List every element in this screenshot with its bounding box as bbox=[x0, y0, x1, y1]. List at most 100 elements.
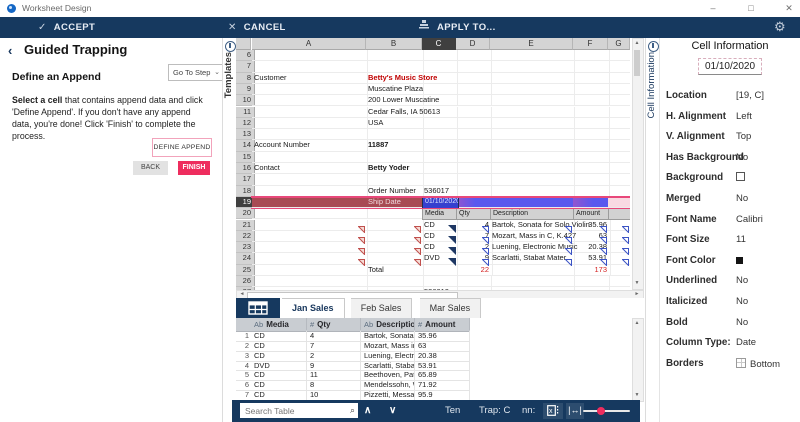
sheet-cell-C21[interactable]: CD bbox=[422, 219, 458, 231]
row-header-23[interactable]: 23 bbox=[236, 242, 255, 254]
row-header-10[interactable]: 10 bbox=[236, 95, 255, 107]
column-header-D[interactable]: D bbox=[456, 38, 490, 50]
sheet-cell-F10[interactable] bbox=[573, 95, 610, 107]
sheet-cell-E13[interactable] bbox=[490, 129, 575, 141]
sheet-cell-A23[interactable] bbox=[252, 242, 368, 254]
go-to-step-dropdown[interactable]: Go To Step ⌄ bbox=[168, 64, 224, 81]
column-header-F[interactable]: F bbox=[573, 38, 608, 50]
sheet-cell-D15[interactable] bbox=[456, 151, 492, 163]
sheet-cell-E10[interactable] bbox=[490, 95, 575, 107]
row-header-12[interactable]: 12 bbox=[236, 117, 255, 130]
sheet-cell-B9[interactable]: Muscatine Plaza bbox=[366, 83, 424, 96]
sheet-cell-C22[interactable]: CD bbox=[422, 230, 458, 243]
column-header-C[interactable]: C bbox=[422, 38, 456, 50]
sheet-cell-A26[interactable] bbox=[252, 276, 368, 288]
sheet-cell-A16[interactable]: Contact bbox=[252, 163, 368, 175]
pin-icon[interactable] bbox=[225, 41, 236, 52]
sheet-cell-C17[interactable] bbox=[422, 174, 458, 186]
sheet-cell-E26[interactable] bbox=[490, 276, 575, 288]
sheet-cell-G26[interactable] bbox=[608, 276, 630, 288]
scroll-right-icon[interactable]: ► bbox=[634, 291, 640, 297]
column-header-B[interactable]: B bbox=[366, 38, 422, 50]
cancel-button[interactable]: ✕ CANCEL bbox=[228, 22, 286, 33]
table-cell[interactable]: 4 bbox=[307, 331, 361, 342]
table-cell[interactable]: Beethoven, Pathe... bbox=[361, 370, 415, 382]
row-header-13[interactable]: 13 bbox=[236, 129, 255, 141]
sheet-cell-E23[interactable]: Luening, Electronic Music bbox=[490, 242, 577, 254]
column-header-E[interactable]: E bbox=[490, 38, 573, 50]
sheet-cell-D7[interactable] bbox=[456, 61, 492, 73]
sheet-cell-D18[interactable] bbox=[456, 185, 492, 197]
scroll-left-icon[interactable]: ◄ bbox=[239, 291, 245, 297]
sheet-cell-F6[interactable] bbox=[573, 50, 610, 62]
scroll-thumb[interactable] bbox=[634, 50, 640, 76]
define-append-button[interactable]: DEFINE APPEND bbox=[152, 138, 212, 157]
sheet-cell-G24[interactable] bbox=[608, 253, 630, 265]
sheet-cell-C9[interactable] bbox=[422, 83, 458, 96]
sheet-cell-F8[interactable] bbox=[573, 72, 610, 84]
sheet-cell-G16[interactable] bbox=[608, 163, 630, 175]
sheet-cell-B16[interactable]: Betty Yoder bbox=[366, 163, 424, 175]
maximize-button[interactable]: □ bbox=[748, 3, 754, 13]
sheet-cell-D19[interactable] bbox=[456, 196, 492, 209]
sheet-cell-A6[interactable] bbox=[252, 50, 368, 62]
sheet-cell-B13[interactable] bbox=[366, 129, 424, 141]
sheet-cell-G6[interactable] bbox=[608, 50, 630, 62]
sheet-cell-D14[interactable] bbox=[456, 140, 492, 152]
sheet-cell-F23[interactable]: 20.38 bbox=[573, 242, 611, 254]
sheet-cell-F27[interactable] bbox=[573, 287, 610, 290]
sheet-cell-F11[interactable] bbox=[573, 106, 610, 118]
sheet-cell-C10[interactable] bbox=[422, 95, 458, 107]
sheet-cell-G13[interactable] bbox=[608, 129, 630, 141]
sheet-cell-F22[interactable]: 63 bbox=[573, 230, 611, 243]
sheet-cell-G7[interactable] bbox=[608, 61, 630, 73]
table-cell[interactable]: CD bbox=[251, 350, 307, 362]
table-cell[interactable]: CD bbox=[251, 331, 307, 342]
sheet-cell-E7[interactable] bbox=[490, 61, 575, 73]
table-column-header-qty[interactable]: # Qty bbox=[307, 318, 361, 330]
sheet-cell-C6[interactable] bbox=[422, 50, 458, 62]
sheet-cell-A27[interactable] bbox=[252, 287, 368, 290]
sheet-cell-G14[interactable] bbox=[608, 140, 630, 152]
sheet-cell-D9[interactable] bbox=[456, 83, 492, 96]
row-header-6[interactable]: 6 bbox=[236, 50, 255, 62]
sheet-cell-G11[interactable] bbox=[608, 107, 630, 118]
row-header-27[interactable]: 27 bbox=[236, 287, 255, 290]
sheet-cell-A7[interactable] bbox=[252, 61, 368, 73]
sheet-cell-F12[interactable] bbox=[573, 117, 610, 130]
sheet-cell-E15[interactable] bbox=[490, 151, 575, 163]
table-cell[interactable]: 11 bbox=[307, 370, 361, 382]
sheet-cell-B14[interactable]: 11887 bbox=[366, 140, 424, 152]
table-cell[interactable]: CD bbox=[251, 380, 307, 392]
sheet-cell-G9[interactable] bbox=[608, 84, 630, 96]
row-header-9[interactable]: 9 bbox=[236, 83, 255, 96]
sheet-cell-F15[interactable] bbox=[573, 151, 610, 163]
close-button[interactable]: ✕ bbox=[785, 3, 793, 13]
sheet-cell-B19[interactable]: Ship Date bbox=[366, 196, 424, 209]
sheet-cell-E18[interactable] bbox=[490, 185, 575, 197]
row-header-14[interactable]: 14 bbox=[236, 140, 255, 152]
table-view-button[interactable] bbox=[236, 298, 280, 318]
sheet-cell-B7[interactable] bbox=[366, 61, 424, 73]
scroll-up-icon[interactable]: ▲ bbox=[634, 320, 640, 326]
sheet-cell-F18[interactable] bbox=[573, 185, 610, 197]
sheet-cell-C26[interactable] bbox=[422, 276, 458, 288]
sheet-cell-G22[interactable] bbox=[608, 231, 630, 243]
sheet-cell-B6[interactable] bbox=[366, 50, 424, 62]
next-match-icon[interactable]: ∨ bbox=[389, 405, 397, 416]
sheet-cell-A13[interactable] bbox=[252, 129, 368, 141]
sheet-cell-C13[interactable] bbox=[422, 129, 458, 141]
sheet-cell-D8[interactable] bbox=[456, 72, 492, 84]
sheet-cell-D26[interactable] bbox=[456, 276, 492, 288]
cell-information-tab[interactable]: Cell Information bbox=[646, 52, 657, 119]
sheet-cell-F17[interactable] bbox=[573, 174, 610, 186]
sheet-cell-B25[interactable]: Total bbox=[366, 264, 424, 276]
sheet-cell-B15[interactable] bbox=[366, 151, 424, 163]
sheet-cell-F7[interactable] bbox=[573, 61, 610, 73]
cell-value-box[interactable]: 01/10/2020 bbox=[698, 58, 762, 75]
table-column-header-media[interactable]: Ab Media bbox=[251, 318, 307, 330]
sheet-cell-A25[interactable] bbox=[252, 264, 368, 276]
sheet-cell-G10[interactable] bbox=[608, 95, 630, 107]
sheet-cell-B26[interactable] bbox=[366, 276, 424, 288]
row-header-24[interactable]: 24 bbox=[236, 253, 255, 265]
